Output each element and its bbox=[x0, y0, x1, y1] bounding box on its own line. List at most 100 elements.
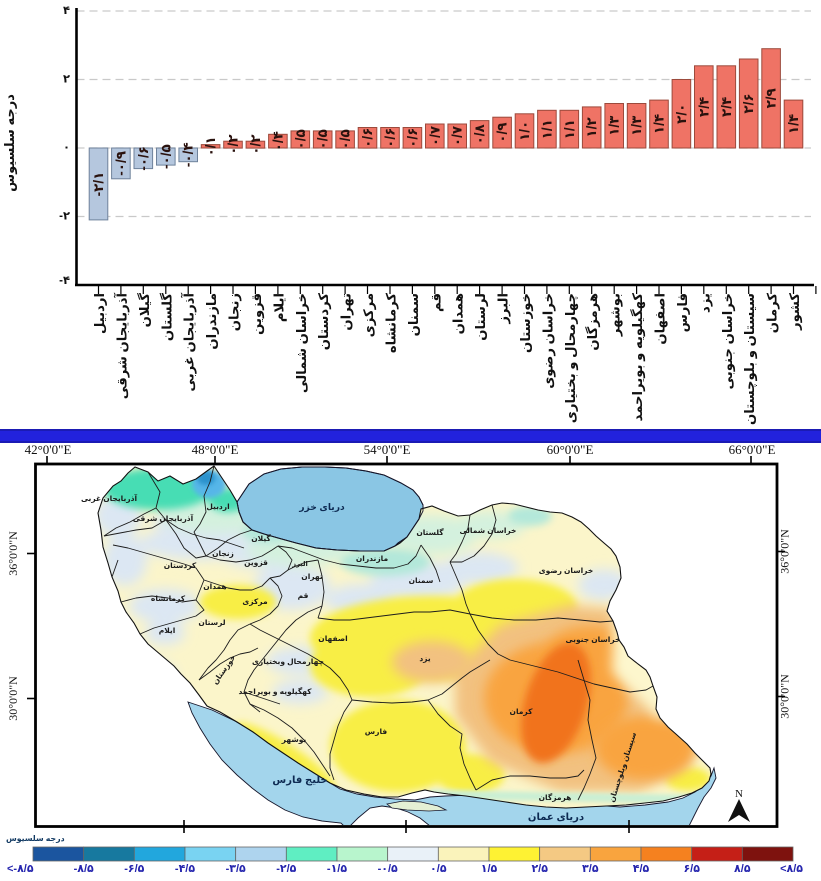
svg-text:-۲: -۲ bbox=[59, 211, 70, 223]
svg-text:-۶/۵: -۶/۵ bbox=[124, 863, 144, 875]
svg-text:۰/۲: ۰/۲ bbox=[248, 134, 263, 155]
svg-text:42°0'0"E: 42°0'0"E bbox=[25, 442, 72, 457]
svg-text:۱/۳: ۱/۳ bbox=[629, 115, 644, 136]
svg-text:۰/۷: ۰/۷ bbox=[427, 125, 442, 146]
svg-text:یزد: یزد bbox=[419, 654, 431, 663]
svg-text:۲/۴: ۲/۴ bbox=[719, 97, 734, 117]
svg-text:۸/۵: ۸/۵ bbox=[734, 863, 751, 875]
svg-text:سمنان: سمنان bbox=[409, 576, 434, 585]
svg-text:۰/۲: ۰/۲ bbox=[226, 134, 241, 155]
svg-text:گیلان: گیلان bbox=[251, 534, 271, 543]
svg-text:قم: قم bbox=[428, 293, 443, 312]
svg-text:خوزستان: خوزستان bbox=[518, 293, 533, 353]
svg-text:۱/۰: ۱/۰ bbox=[517, 121, 532, 141]
svg-text:60°0'0"E: 60°0'0"E bbox=[547, 442, 594, 457]
svg-text:۰: ۰ bbox=[63, 142, 70, 154]
svg-text:فارس: فارس bbox=[365, 727, 387, 736]
svg-text:لرستان: لرستان bbox=[198, 618, 225, 627]
svg-text:۰/۱: ۰/۱ bbox=[203, 136, 218, 156]
svg-text:۰/۹: ۰/۹ bbox=[495, 122, 510, 142]
svg-text:-۱/۵: -۱/۵ bbox=[327, 863, 347, 875]
svg-text:لرستان: لرستان bbox=[473, 293, 488, 341]
svg-text:۰/۵: ۰/۵ bbox=[430, 863, 447, 875]
svg-text:۰/۵: ۰/۵ bbox=[315, 129, 330, 149]
svg-text:تهران: تهران bbox=[339, 293, 354, 331]
svg-text:چهارمحال و بختیاری: چهارمحال و بختیاری bbox=[563, 293, 578, 423]
svg-text:30°0'0"N: 30°0'0"N bbox=[6, 676, 20, 721]
svg-text:اردبیل: اردبیل bbox=[92, 293, 107, 334]
svg-text:کرمانشاه: کرمانشاه bbox=[151, 594, 186, 603]
svg-text:-۰/۶: -۰/۶ bbox=[136, 146, 151, 171]
svg-text:کشور: کشور bbox=[787, 293, 802, 331]
svg-text:خراسان جنوبی: خراسان جنوبی bbox=[566, 635, 621, 644]
svg-text:اصفهان: اصفهان bbox=[653, 293, 668, 345]
svg-text:قم: قم bbox=[298, 591, 309, 600]
svg-text:زنجان: زنجان bbox=[227, 293, 242, 331]
svg-text:۰/۶: ۰/۶ bbox=[405, 128, 420, 148]
svg-text:۱/۴: ۱/۴ bbox=[652, 114, 667, 134]
svg-text:خراسان شمالی: خراسان شمالی bbox=[294, 293, 309, 393]
svg-text:۱/۵: ۱/۵ bbox=[481, 863, 498, 875]
svg-text:۶/۵: ۶/۵ bbox=[683, 863, 700, 875]
svg-text:۰/۴: ۰/۴ bbox=[270, 131, 285, 151]
svg-text:مرکزی: مرکزی bbox=[242, 597, 268, 606]
svg-text:درجه سلسیوس: درجه سلسیوس bbox=[2, 94, 17, 192]
svg-text:۱/۲: ۱/۲ bbox=[584, 117, 599, 138]
svg-text:۰/۸: ۰/۸ bbox=[472, 123, 487, 144]
svg-text:۲: ۲ bbox=[63, 74, 70, 86]
svg-text:همدان: همدان bbox=[203, 582, 227, 591]
svg-text:تهران: تهران bbox=[301, 572, 323, 581]
svg-text:کهگیلویه و بویراحمد: کهگیلویه و بویراحمد bbox=[238, 687, 312, 696]
svg-text:بوشهر: بوشهر bbox=[608, 293, 623, 337]
svg-text:البرز: البرز bbox=[291, 561, 308, 568]
svg-text:خراسان شمالی: خراسان شمالی bbox=[460, 526, 517, 535]
svg-text:ایلام: ایلام bbox=[159, 626, 176, 635]
svg-text:فارس: فارس bbox=[675, 293, 690, 332]
svg-text:سیستان و بلوچستان: سیستان و بلوچستان bbox=[742, 293, 757, 425]
svg-text:گلستان: گلستان bbox=[159, 293, 174, 341]
svg-text:کرمانشاه: کرمانشاه bbox=[384, 293, 399, 353]
svg-text:<-۸/۵: <-۸/۵ bbox=[7, 863, 34, 875]
svg-text:۱/۳: ۱/۳ bbox=[607, 115, 622, 136]
svg-text:زنجان: زنجان bbox=[212, 549, 234, 558]
svg-text:۲/۶: ۲/۶ bbox=[741, 93, 756, 113]
svg-text:-۳/۵: -۳/۵ bbox=[226, 863, 246, 875]
svg-text:۱/۴: ۱/۴ bbox=[786, 114, 801, 134]
svg-text:۴: ۴ bbox=[63, 5, 70, 17]
svg-text:-۰/۵: -۰/۵ bbox=[158, 144, 173, 169]
svg-text:48°0'0"E: 48°0'0"E bbox=[192, 442, 239, 457]
svg-text:۰/۶: ۰/۶ bbox=[383, 128, 398, 148]
svg-text:۲/۹: ۲/۹ bbox=[764, 88, 779, 108]
svg-text:54°0'0"E: 54°0'0"E bbox=[364, 442, 411, 457]
svg-text:-۲/۱: -۲/۱ bbox=[91, 172, 106, 197]
svg-text:البرز: البرز bbox=[496, 293, 511, 325]
svg-text:۱/۱: ۱/۱ bbox=[562, 119, 577, 139]
svg-text:مازندران: مازندران bbox=[204, 293, 219, 350]
svg-text:خراسان رضوی: خراسان رضوی bbox=[539, 566, 593, 575]
svg-text:قزوین: قزوین bbox=[249, 293, 264, 335]
svg-text:اردبیل: اردبیل bbox=[206, 502, 229, 511]
svg-text:قزوین: قزوین bbox=[244, 558, 268, 567]
svg-text:دریای خزر: دریای خزر bbox=[298, 502, 345, 513]
svg-text:خلیج فارس: خلیج فارس bbox=[272, 775, 327, 786]
svg-text:اصفهان: اصفهان bbox=[318, 634, 347, 643]
svg-text:یزد: یزد bbox=[697, 293, 712, 313]
svg-text:همدان: همدان bbox=[451, 293, 466, 334]
svg-text:۲/۰: ۲/۰ bbox=[674, 104, 689, 124]
svg-text:سمنان: سمنان bbox=[406, 293, 421, 336]
svg-text:کهگیلویه و بویراحمد: کهگیلویه و بویراحمد bbox=[630, 293, 645, 422]
svg-text:کردستان: کردستان bbox=[316, 293, 331, 351]
svg-text:۰/۶: ۰/۶ bbox=[360, 128, 375, 148]
svg-text:آذربایجان غربی: آذربایجان غربی bbox=[181, 293, 197, 392]
svg-text:آذربایجان شرقی: آذربایجان شرقی bbox=[113, 293, 129, 400]
svg-text:گیلان: گیلان bbox=[137, 293, 152, 328]
svg-text:کردستان: کردستان bbox=[164, 561, 197, 570]
svg-text:۴/۵: ۴/۵ bbox=[633, 863, 650, 875]
svg-text:مازندران: مازندران bbox=[356, 554, 389, 563]
svg-text:آذربایجان غربی: آذربایجان غربی bbox=[81, 493, 138, 503]
svg-text:-۴/۵: -۴/۵ bbox=[175, 863, 195, 875]
svg-text:چهارمحال وبختیاری: چهارمحال وبختیاری bbox=[252, 657, 324, 666]
svg-text:-۰/۵: -۰/۵ bbox=[378, 863, 398, 875]
svg-text:مرکزی: مرکزی bbox=[361, 293, 376, 337]
svg-text:بوشهر: بوشهر bbox=[281, 735, 307, 744]
